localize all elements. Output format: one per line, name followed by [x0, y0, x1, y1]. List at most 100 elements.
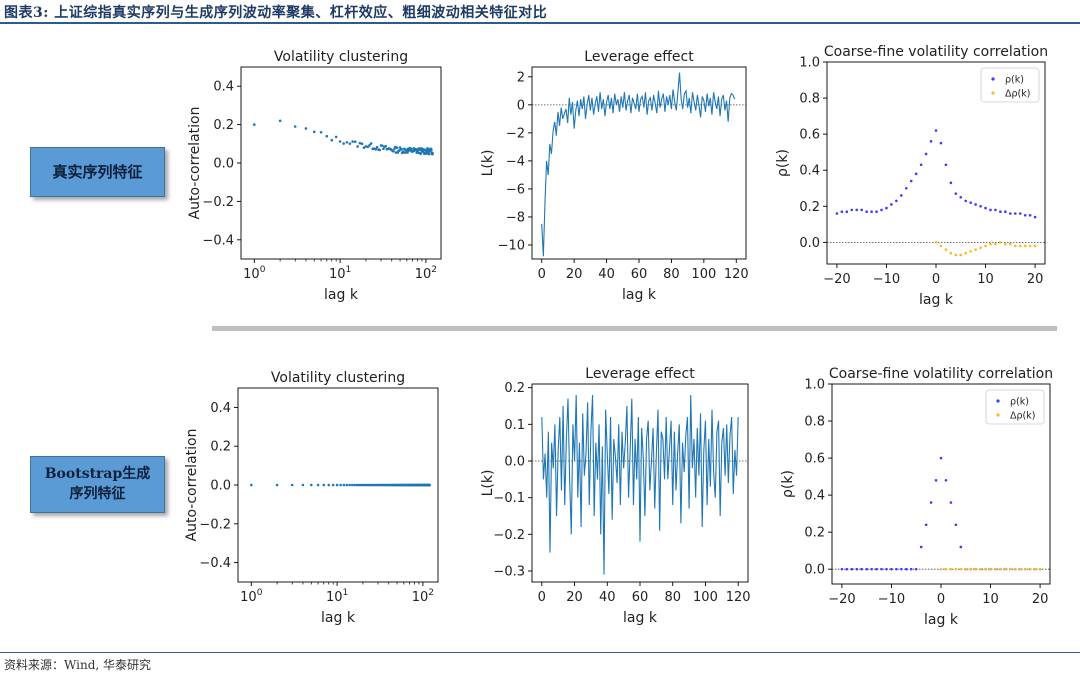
series-line [541, 72, 736, 257]
data-point [356, 145, 359, 148]
delta-rho-point [939, 567, 943, 571]
rho-point [954, 523, 958, 527]
y-tick-label: 0.2 [804, 526, 825, 541]
row-label-bootstrap-line2: 序列特征 [69, 485, 126, 502]
delta-rho-point [959, 253, 963, 257]
chart-bootstrap-leverage-effect: Leverage effect 0.2 0.1 0.0 −0.1 −0.2 −0.3 0 20 4… [480, 366, 751, 626]
rho-point [1009, 212, 1012, 215]
x-tick-label: 80 [663, 267, 680, 282]
y-tick-label: 0.0 [213, 157, 234, 172]
data-point [348, 142, 352, 145]
rho-point [835, 212, 839, 215]
x-tick-label: 120 [724, 267, 749, 282]
data-point [304, 127, 308, 130]
data-point [402, 151, 405, 154]
x-tick-label: 10 [982, 592, 999, 607]
delta-rho-point [984, 244, 987, 248]
data-point [375, 145, 379, 149]
data-point [359, 483, 363, 487]
delta-rho-point [1013, 244, 1017, 248]
rho-point [969, 201, 972, 204]
row-label-bootstrap: Bootstrap生成 序列特征 [30, 456, 165, 513]
rho-point [870, 210, 873, 213]
rho-point [1004, 210, 1007, 213]
bottom-rule [0, 652, 1080, 653]
delta-rho-point [989, 567, 992, 571]
rho-point [880, 567, 883, 571]
x-tick-label: −10 [878, 592, 905, 607]
delta-rho-point [1023, 244, 1027, 248]
y-tick-label: −0.4 [199, 556, 231, 571]
row-label-bootstrap-line1: Bootstrap生成 [44, 465, 151, 482]
delta-rho-point [1023, 567, 1027, 571]
x-axis-label: lag k [924, 612, 959, 628]
data-point [427, 152, 431, 156]
data-point [358, 141, 362, 145]
y-tick-label: 0.8 [804, 415, 825, 430]
rho-point [900, 194, 903, 197]
y-axis-label: L(k) [480, 150, 496, 177]
legend-marker [996, 413, 1000, 417]
x-tick-label: 102 [415, 265, 437, 282]
data-point [392, 150, 395, 153]
delta-rho-point [989, 242, 992, 246]
y-tick-label: −0.4 [202, 233, 234, 248]
rho-point [904, 186, 908, 190]
delta-rho-point [999, 241, 1002, 244]
x-tick-label: 100 [243, 265, 266, 282]
plot-area: Volatility clustering0.40.20.0−0.2−0.410… [187, 49, 442, 303]
y-tick-label: 0.0 [504, 455, 525, 470]
plot-area: Volatility clustering0.40.20.0−0.2−0.410… [184, 370, 439, 626]
rho-point [924, 152, 928, 156]
x-tick-label: 120 [726, 590, 751, 605]
data-point [428, 483, 431, 487]
data-point [384, 144, 387, 148]
delta-rho-point [969, 567, 973, 571]
data-point [301, 483, 305, 487]
rho-point [944, 478, 948, 482]
y-tick-label: 0.6 [804, 452, 825, 467]
legend-marker [991, 91, 995, 95]
rho-point [909, 567, 913, 571]
x-axis-label: lag k [622, 287, 657, 303]
x-tick-label: 100 [691, 267, 716, 282]
rho-point [929, 501, 933, 504]
data-point [419, 152, 423, 156]
rho-point [1023, 214, 1027, 217]
x-tick-label: −20 [828, 592, 855, 607]
chart-title: Coarse-fine volatility correlation [829, 366, 1053, 382]
y-tick-label: −0.2 [493, 528, 525, 543]
data-point [380, 144, 384, 148]
data-point [338, 140, 342, 143]
data-point [335, 483, 339, 487]
data-point [345, 483, 349, 487]
x-tick-label: 101 [329, 265, 351, 282]
delta-rho-point [934, 241, 938, 244]
delta-rho-point [949, 567, 953, 571]
rho-point [875, 567, 878, 571]
x-axis-label: lag k [623, 610, 658, 626]
y-tick-label: −10 [498, 238, 525, 253]
data-point [252, 123, 256, 126]
y-tick-label: 0.8 [799, 92, 820, 107]
delta-rho-point [974, 567, 977, 571]
data-point [374, 147, 377, 151]
chart-title: Coarse-fine volatility correlation [824, 44, 1048, 60]
rho-point [845, 567, 849, 571]
y-tick-label: 0.0 [804, 563, 825, 578]
chart-bootstrap-volatility-clustering: Volatility clustering0.40.20.0−0.2−0.410… [184, 370, 439, 626]
rho-point [855, 208, 859, 212]
data-point [278, 119, 282, 123]
delta-rho-point [939, 244, 943, 248]
rho-point [900, 567, 903, 571]
rho-point [944, 163, 948, 167]
delta-rho-point [974, 248, 977, 251]
rho-point [905, 567, 908, 571]
legend-label: ρ(k) [1005, 75, 1024, 86]
row-divider [212, 326, 1057, 331]
plot-area: Coarse-fine volatility correlation 1.0 0.8… [780, 366, 1053, 628]
y-tick-label: −6 [506, 182, 525, 197]
rho-point [974, 203, 977, 206]
x-tick-label: 40 [599, 590, 616, 605]
